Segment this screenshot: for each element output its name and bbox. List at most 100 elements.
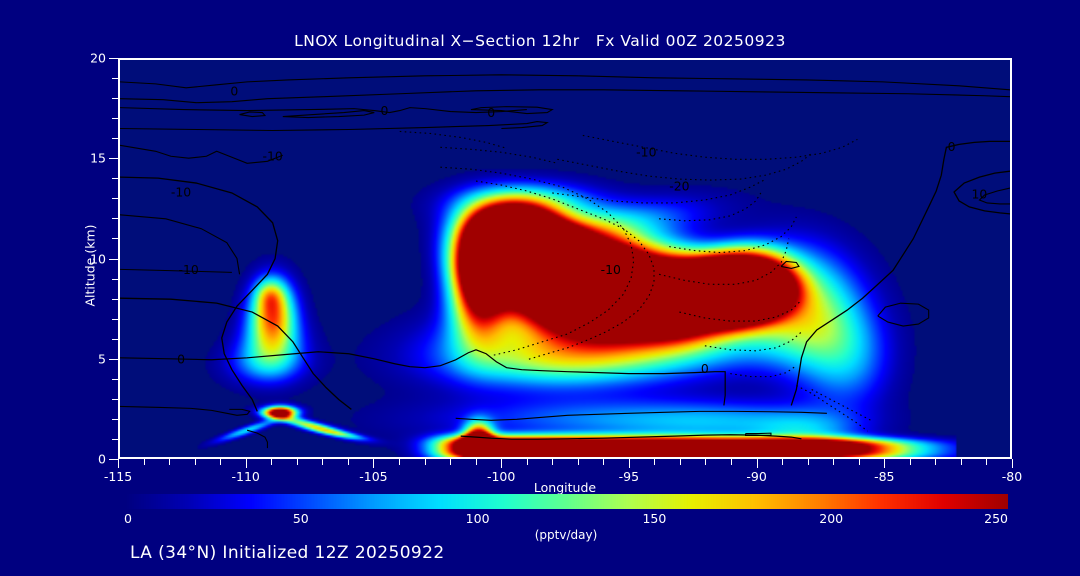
x-tick	[603, 459, 605, 465]
x-tick	[756, 459, 758, 468]
y-tick	[109, 58, 118, 59]
y-tick	[112, 178, 118, 180]
contour-line-dotted	[440, 166, 635, 357]
colorbar-tick-250: 250	[984, 511, 1008, 526]
contour-line-dotted	[557, 152, 813, 181]
contour-line-dotted	[475, 180, 655, 361]
contour-line-dotted	[552, 178, 767, 204]
x-tick	[475, 459, 477, 465]
x-tick	[552, 459, 554, 465]
contour-line-solid	[120, 214, 241, 275]
x-tick-label--95: -95	[618, 469, 640, 484]
x-tick	[679, 459, 681, 465]
figure-footer: LA (34°N) Initialized 12Z 20250922	[130, 543, 445, 563]
y-tick-label-10: 10	[90, 251, 106, 266]
x-tick	[986, 459, 988, 465]
x-tick	[526, 459, 528, 465]
x-tick-label--90: -90	[746, 469, 767, 484]
y-tick-label-5: 5	[98, 351, 106, 367]
y-tick	[109, 258, 118, 260]
y-tick-label-20: 20	[90, 50, 106, 66]
y-tick	[112, 78, 118, 80]
contour-label: -10	[171, 184, 191, 199]
x-tick	[577, 459, 579, 465]
contour-label: -10	[262, 149, 282, 164]
heatmap-field	[120, 60, 1010, 457]
contour-line-dotted	[730, 365, 797, 378]
x-tick	[373, 459, 375, 468]
y-tick-label-0: 0	[98, 451, 106, 467]
contour-line-solid	[282, 110, 375, 119]
contour-line-solid	[120, 268, 232, 273]
x-tick	[143, 459, 145, 465]
contour-line-solid	[455, 410, 827, 421]
contour-line-solid	[120, 74, 1010, 91]
contour-line-solid	[120, 297, 352, 410]
contour-overlay: 0 0 0 -10 -10 -10 0 -10 -20 -10 0 0 10	[120, 74, 1010, 449]
y-tick	[112, 278, 118, 280]
x-tick	[654, 459, 656, 465]
contour-line-dotted	[659, 192, 762, 222]
x-tick-label--105: -105	[359, 469, 388, 484]
chart-title: LNOX Longitudinal X−Section 12hr Fx Vali…	[294, 32, 786, 50]
contour-line-solid	[120, 144, 283, 164]
contour-line-dotted	[440, 146, 558, 164]
x-tick	[245, 459, 247, 468]
colorbar-tick-200: 200	[819, 511, 844, 526]
x-tick-label--115: -115	[103, 469, 133, 484]
colorbar-tick-100: 100	[465, 511, 490, 526]
contour-line-solid	[120, 121, 549, 132]
contour-line-solid	[460, 434, 802, 440]
x-tick	[782, 459, 784, 465]
x-tick	[909, 459, 911, 465]
x-tick	[450, 459, 452, 465]
colorbar-tick-50: 50	[292, 511, 309, 526]
x-tick	[271, 459, 273, 465]
x-tick-label--100: -100	[486, 469, 516, 484]
contour-line-dotted	[679, 299, 802, 322]
y-tick	[112, 378, 118, 380]
x-tick	[296, 459, 298, 465]
x-axis-title: Longitude	[533, 480, 597, 495]
contour-line-solid	[120, 89, 1010, 104]
y-axis-title: Altitude (km)	[82, 224, 98, 307]
contour-label: -20	[669, 179, 689, 194]
y-tick	[112, 238, 118, 240]
contour-label: 0	[701, 361, 709, 376]
contour-label: 10	[972, 186, 988, 201]
contour-line-solid	[745, 432, 772, 437]
contour-line-solid	[780, 260, 800, 269]
contour-line-solid	[120, 405, 251, 416]
x-tick	[398, 459, 400, 465]
y-tick	[112, 338, 118, 340]
x-tick	[1012, 459, 1013, 468]
y-tick	[109, 158, 118, 160]
y-tick	[112, 438, 118, 440]
contour-line-solid	[120, 176, 279, 412]
y-tick	[112, 318, 118, 320]
x-tick-label--85: -85	[874, 469, 895, 484]
contour-line-dotted	[796, 385, 868, 432]
y-tick	[112, 218, 118, 220]
contour-line-solid	[470, 106, 554, 115]
contour-line-solid	[239, 111, 267, 118]
x-tick	[884, 459, 886, 468]
contour-line-solid	[790, 140, 1010, 406]
plot-area: 0 0 0 -10 -10 -10 0 -10 -20 -10 0 0 10	[118, 58, 1012, 459]
x-tick	[731, 459, 733, 465]
contour-line-solid	[120, 349, 726, 406]
x-tick	[628, 459, 630, 468]
y-tick	[112, 138, 118, 140]
colorbar-units-label: (pptv/day)	[534, 528, 598, 542]
contour-line-dotted	[669, 216, 797, 254]
contour-line-dotted	[704, 331, 802, 352]
x-tick	[705, 459, 707, 465]
contour-line-solid	[120, 107, 527, 114]
contour-label: -10	[636, 145, 656, 160]
x-tick	[194, 459, 196, 465]
colorbar-tick-0: 0	[124, 511, 132, 526]
y-tick	[112, 118, 118, 120]
contour-label: 0	[487, 105, 495, 120]
x-tick	[424, 459, 426, 465]
